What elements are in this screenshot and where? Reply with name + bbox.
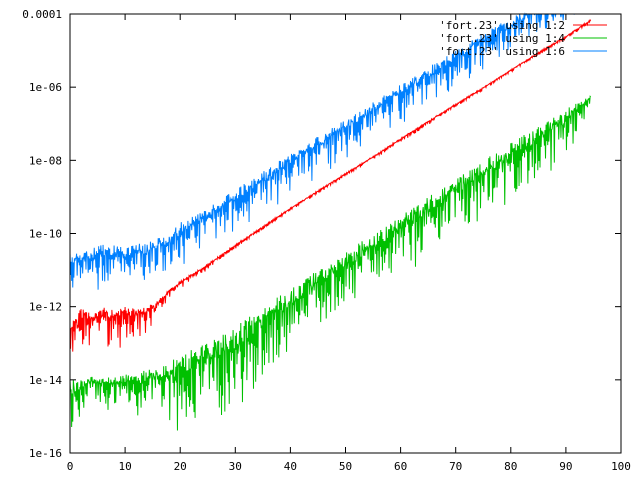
x-tick-label: 80 [504, 460, 517, 473]
series-line-3 [69, 12, 591, 290]
x-tick-label: 90 [559, 460, 572, 473]
x-tick-label: 30 [229, 460, 242, 473]
y-tick-label: 1e-06 [29, 81, 62, 94]
x-tick-label: 50 [339, 460, 352, 473]
x-tick-label: 70 [449, 460, 462, 473]
x-tick-label: 60 [394, 460, 407, 473]
legend: 'fort.23' using 1:2'fort.23' using 1:4'f… [439, 19, 607, 58]
series-line-2 [69, 95, 592, 431]
series-line-1 [69, 18, 592, 352]
x-tick-label: 100 [611, 460, 631, 473]
y-tick-label: 0.0001 [22, 8, 62, 21]
legend-label: 'fort.23' using 1:6 [439, 45, 565, 58]
x-tick-label: 10 [118, 460, 131, 473]
x-tick-label: 40 [284, 460, 297, 473]
tick-layer: 0 10 20 30 40 50 60 70 80 90 100 1e-16 1e-14 1e-12 1e-… [22, 8, 631, 473]
series-layer [69, 12, 592, 431]
legend-label: 'fort.23' using 1:4 [439, 32, 565, 45]
legend-label: 'fort.23' using 1:2 [439, 19, 565, 32]
y-tick-label: 1e-16 [29, 447, 62, 460]
x-tick-label: 0 [67, 460, 74, 473]
x-tick-label: 20 [174, 460, 187, 473]
y-tick-label: 1e-14 [29, 374, 62, 387]
y-tick-label: 1e-08 [29, 154, 62, 167]
y-tick-label: 1e-10 [29, 228, 62, 241]
y-tick-label: 1e-12 [29, 301, 62, 314]
